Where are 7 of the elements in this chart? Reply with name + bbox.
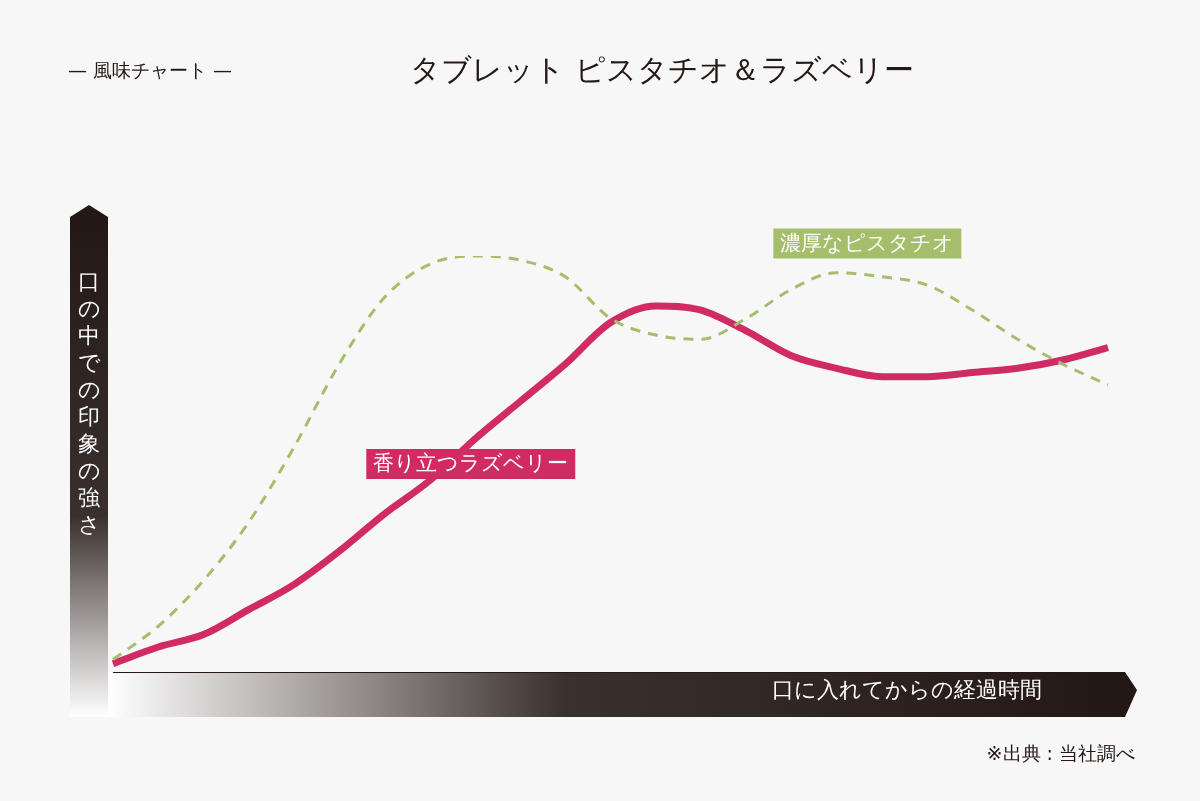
series-label: 香り立つラズベリー	[373, 451, 569, 476]
series-label: 濃厚なピスタチオ	[780, 230, 955, 255]
chart-title: タブレット ピスタチオ＆ラズベリー	[410, 51, 914, 87]
x-axis-title: 口に入れてからの経過時間	[772, 676, 1042, 702]
text: 口の中での印象の強さ	[77, 268, 101, 537]
chart-subtitle: — 風味チャート —	[68, 58, 233, 81]
text: ※出典 : 当社調べ	[986, 741, 1135, 764]
